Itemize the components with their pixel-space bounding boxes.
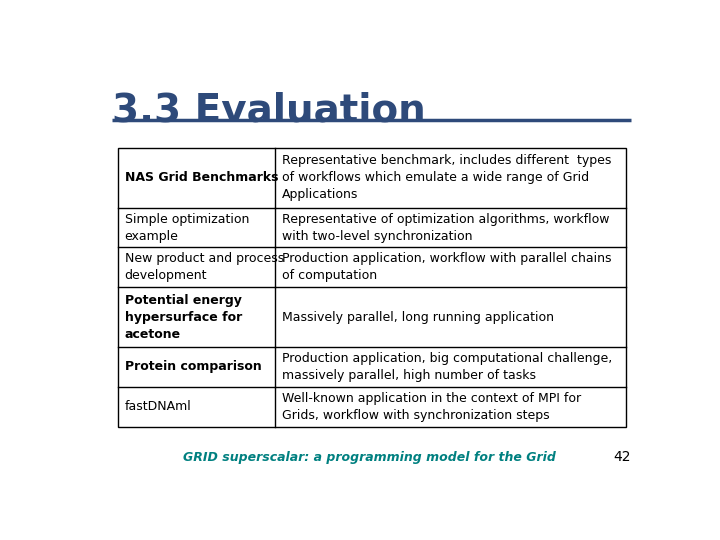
Text: fastDNAml: fastDNAml xyxy=(125,400,192,413)
Text: 3.3 Evaluation: 3.3 Evaluation xyxy=(112,92,426,130)
Text: Production application, workflow with parallel chains
of computation: Production application, workflow with pa… xyxy=(282,252,611,282)
Text: New product and process
development: New product and process development xyxy=(125,252,284,282)
Text: Representative benchmark, includes different  types
of workflows which emulate a: Representative benchmark, includes diffe… xyxy=(282,154,611,201)
Text: Massively parallel, long running application: Massively parallel, long running applica… xyxy=(282,310,554,323)
Text: Potential energy
hypersurface for
acetone: Potential energy hypersurface for aceton… xyxy=(125,294,242,341)
Text: Production application, big computational challenge,
massively parallel, high nu: Production application, big computationa… xyxy=(282,352,612,382)
Text: 42: 42 xyxy=(613,450,631,464)
Text: NAS Grid Benchmarks: NAS Grid Benchmarks xyxy=(125,171,278,184)
Text: GRID superscalar: a programming model for the Grid: GRID superscalar: a programming model fo… xyxy=(183,451,555,464)
Bar xyxy=(118,148,626,427)
Text: Protein comparison: Protein comparison xyxy=(125,360,261,373)
Text: Representative of optimization algorithms, workflow
with two-level synchronizati: Representative of optimization algorithm… xyxy=(282,213,610,242)
Text: Simple optimization
example: Simple optimization example xyxy=(125,213,249,242)
Text: Well-known application in the context of MPI for
Grids, workflow with synchroniz: Well-known application in the context of… xyxy=(282,392,581,422)
